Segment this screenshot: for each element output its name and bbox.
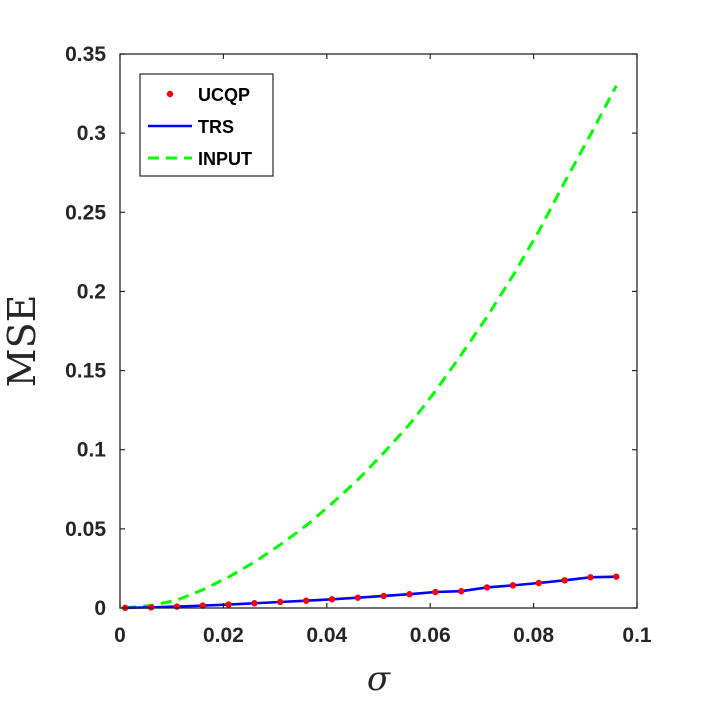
ucqp-point [613, 573, 620, 580]
axes-box [119, 53, 638, 609]
y-tick-label: 0 [94, 597, 106, 620]
ucqp-point [406, 591, 413, 598]
y-tick-label: 0.05 [65, 518, 106, 541]
ucqp-point [432, 588, 439, 596]
ucqp-point [458, 588, 465, 595]
ucqp-point [173, 603, 181, 610]
y-tick-label: 0.3 [77, 122, 106, 145]
ucqp-point [251, 600, 258, 607]
axes-layer [119, 53, 638, 609]
x-tick-label: 0.06 [410, 624, 451, 647]
ucqp-point [587, 574, 594, 581]
ucqp-point [535, 579, 542, 587]
x-tick-label: 0.08 [513, 624, 554, 647]
y-axis-title: MSE [0, 295, 44, 388]
x-axis-title: σ [367, 659, 391, 699]
x-tick-label: 0.1 [622, 624, 652, 647]
ucqp-point [483, 584, 491, 591]
x-tick-label: 0 [114, 624, 126, 647]
legend-ucqp-label: UCQP [198, 85, 250, 105]
ucqp-point [561, 577, 568, 584]
ticks-layer: 0 0.02 0.04 0.06 0.08 0.1 0 0.05 0.1 0.15 0.2 0.25 0… [65, 43, 652, 647]
legend-trs-label: TRS [198, 117, 234, 137]
x-tick-label: 0.02 [203, 624, 244, 647]
series-layer [121, 84, 620, 612]
ucqp-point [354, 594, 362, 601]
legend-input-label: INPUT [198, 149, 252, 169]
ucqp-point [509, 582, 517, 589]
y-tick-label: 0.2 [77, 280, 106, 303]
y-tick-label: 0.1 [77, 439, 107, 462]
trs-line [125, 575, 617, 610]
ucqp-point [225, 601, 232, 608]
ucqp-point [302, 597, 310, 604]
ucqp-point [277, 598, 284, 606]
legend: UCQP TRS INPUT [139, 73, 274, 177]
x-tick-label: 0.04 [306, 624, 347, 647]
y-tick-label: 0.15 [65, 360, 106, 383]
ucqp-point [380, 592, 387, 600]
ucqp-point [199, 602, 206, 609]
ucqp-point [328, 596, 336, 603]
input-line [125, 84, 618, 610]
y-tick-label: 0.35 [65, 43, 106, 66]
y-tick-label: 0.25 [65, 201, 106, 224]
legend-ucqp-marker [166, 90, 174, 98]
